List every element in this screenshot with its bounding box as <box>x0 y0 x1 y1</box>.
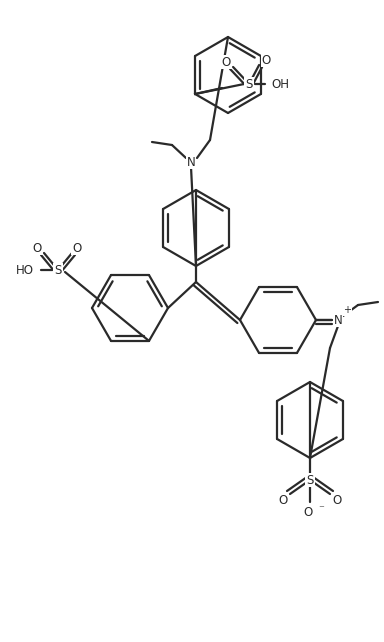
Text: +: + <box>343 305 351 315</box>
Text: O: O <box>32 241 41 254</box>
Text: N: N <box>187 155 195 168</box>
Text: O: O <box>333 494 342 507</box>
Text: O: O <box>72 241 82 254</box>
Text: HO: HO <box>16 263 34 277</box>
Text: S: S <box>54 263 62 277</box>
Text: O: O <box>278 494 288 507</box>
Text: S: S <box>306 474 314 487</box>
Text: N: N <box>334 313 343 327</box>
Text: O: O <box>303 505 313 519</box>
Text: O: O <box>262 53 271 67</box>
Text: OH: OH <box>271 78 289 92</box>
Text: S: S <box>245 78 253 91</box>
Text: ⁻: ⁻ <box>318 504 324 514</box>
Text: O: O <box>222 55 231 69</box>
